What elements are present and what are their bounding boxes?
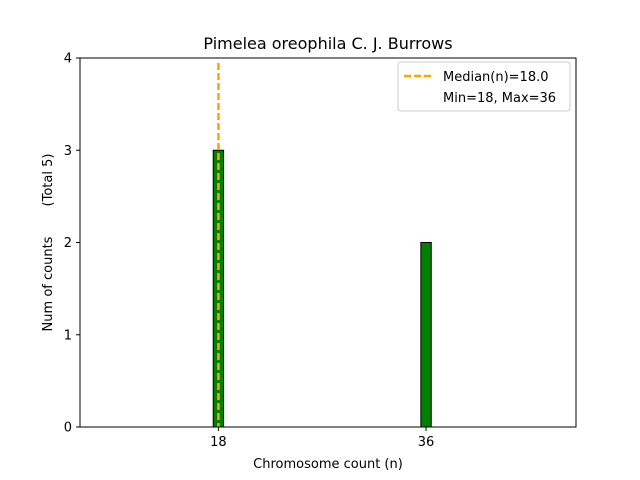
x-tick-label-36: 36 [418,435,435,450]
x-axis-label: Chromosome count (n) [253,457,403,472]
plot-area [80,58,576,427]
chart-title: Pimelea oreophila C. J. Burrows [203,34,452,53]
legend-entry-minmax: Min=18, Max=36 [443,91,556,106]
x-axis-ticks: 18 36 [210,427,434,450]
y-tick-label-4: 4 [64,52,72,67]
y-tick-label-2: 2 [64,236,72,251]
y-axis-label: Num of counts [41,236,56,331]
legend: Median(n)=18.0 Min=18, Max=36 [397,61,571,112]
y-axis-total-note: (Total 5) [41,154,56,207]
y-axis-ticks: 0 1 2 3 4 [64,52,80,436]
x-tick-label-18: 18 [210,435,227,450]
y-tick-label-0: 0 [64,421,72,436]
bar-36 [420,242,432,428]
legend-box [397,61,571,112]
legend-entry-median: Median(n)=18.0 [443,70,549,85]
y-tick-label-1: 1 [64,328,72,343]
y-tick-label-3: 3 [64,144,72,159]
